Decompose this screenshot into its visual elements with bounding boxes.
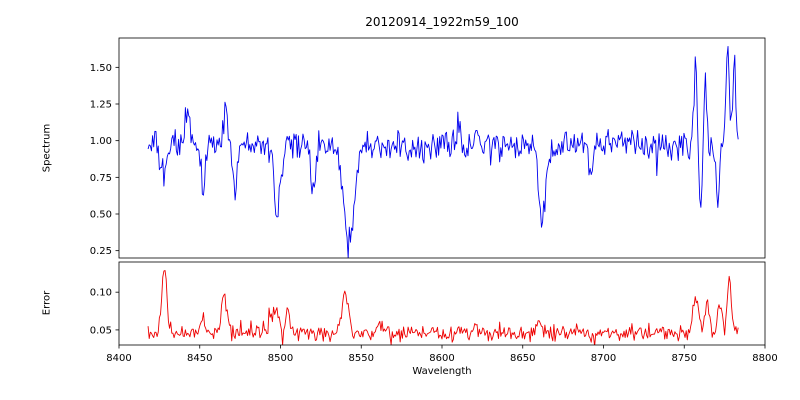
x-axis-label: Wavelength — [412, 366, 472, 377]
y-tick-label: 0.05 — [90, 325, 112, 336]
x-tick-label: 8600 — [429, 353, 454, 364]
y-tick-label: 0.10 — [90, 288, 112, 299]
y-tick-label: 0.25 — [90, 246, 112, 257]
y-tick-label: 1.00 — [90, 136, 112, 147]
error-line — [147, 270, 739, 345]
x-tick-label: 8450 — [187, 353, 212, 364]
axes-spine — [118, 37, 766, 259]
axes-spine — [118, 261, 766, 346]
x-tick-label: 8800 — [752, 353, 777, 364]
y-tick-label: 0.50 — [90, 210, 112, 221]
y-tick-label: 1.25 — [90, 100, 112, 111]
y-tick-label: 0.75 — [90, 173, 112, 184]
x-tick-label: 8700 — [591, 353, 616, 364]
y-tick-label: 1.50 — [90, 63, 112, 74]
x-tick-label: 8750 — [672, 353, 697, 364]
x-tick-label: 8650 — [510, 353, 535, 364]
x-tick-label: 8400 — [106, 353, 131, 364]
x-tick-label: 8500 — [268, 353, 293, 364]
x-tick-label: 8550 — [349, 353, 374, 364]
spectrum-line — [147, 45, 739, 258]
chart-title: 20120914_1922m59_100 — [365, 15, 519, 29]
